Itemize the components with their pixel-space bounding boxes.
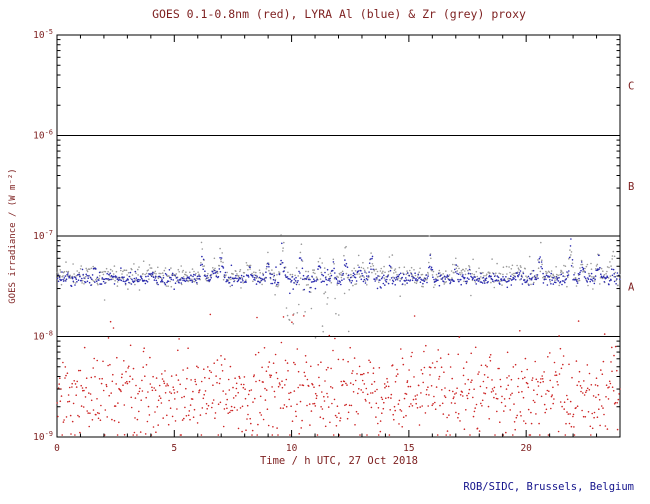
svg-text:5: 5 [171, 443, 177, 454]
svg-text:0: 0 [54, 443, 60, 454]
svg-text:10-5: 10-5 [33, 28, 53, 41]
x-axis-label: Time / h UTC, 27 Oct 2018 [260, 455, 418, 467]
svg-text:10: 10 [286, 443, 298, 454]
credit-text: ROB/SIDC, Brussels, Belgium [463, 481, 634, 493]
flare-class-letters: C B A [628, 80, 635, 293]
series-goes-0-1-0-8nm [56, 313, 621, 436]
svg-text:10-6: 10-6 [33, 129, 53, 142]
svg-text:10-7: 10-7 [33, 229, 53, 242]
axis-ticks-and-labels: 10-5 10-6 10-7 10-8 10-90 5 10 15 20 [33, 28, 620, 454]
series-lyra-zr-proxy [56, 234, 621, 339]
svg-text:20: 20 [520, 443, 532, 454]
svg-text:A: A [628, 281, 635, 293]
chart-title: GOES 0.1-0.8nm (red), LYRA Al (blue) & Z… [152, 7, 526, 21]
y-axis-label: GOES irradiance / (W m⁻²) [8, 168, 18, 303]
svg-text:C: C [628, 80, 634, 92]
axes-frame [56, 34, 621, 438]
series-lyra-al-proxy [56, 238, 621, 295]
svg-text:10-9: 10-9 [33, 430, 53, 443]
svg-text:10-8: 10-8 [33, 330, 53, 343]
svg-text:15: 15 [403, 443, 414, 454]
scatter-points [56, 234, 621, 436]
svg-text:B: B [628, 181, 634, 193]
